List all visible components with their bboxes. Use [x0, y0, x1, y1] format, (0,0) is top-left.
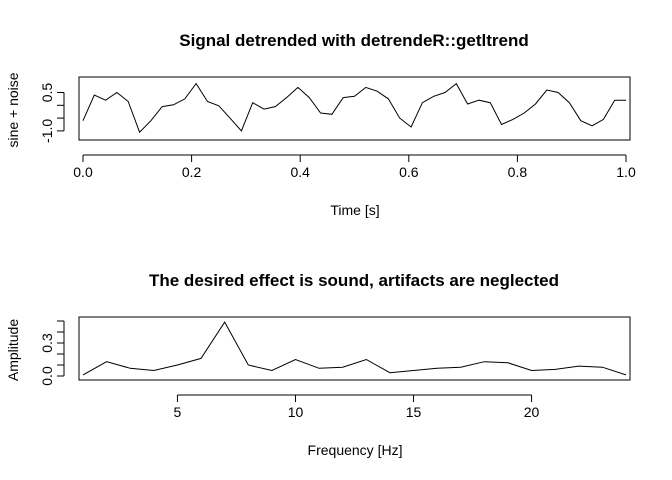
panel-2-y-axis: 0.0 0.3: [39, 320, 65, 386]
x-tick-label: 20: [524, 404, 540, 420]
panel-1-series: [82, 82, 626, 134]
panel-2-ylabel: Amplitude: [5, 319, 21, 381]
panel-1-xlabel: Time [s]: [330, 202, 379, 218]
panel-2-xlabel: Frequency [Hz]: [308, 442, 403, 458]
y-tick-label: 0.3: [39, 333, 55, 353]
x-tick-label: 0.0: [73, 164, 93, 180]
panel-2-title: The desired effect is sound, artifacts a…: [149, 271, 559, 290]
x-tick-label: 0.6: [399, 164, 419, 180]
series-line: [82, 82, 626, 134]
panel-1-title: Signal detrended with detrendeR::getltre…: [179, 31, 528, 50]
x-tick-label: 0.2: [182, 164, 202, 180]
x-tick-label: 1.0: [616, 164, 636, 180]
panel-2: The desired effect is sound, artifacts a…: [5, 271, 631, 458]
y-tick-label: 0.0: [39, 366, 55, 386]
x-tick-label: 0.8: [508, 164, 528, 180]
panel-2-series: [82, 321, 627, 376]
panel-1-x-axis: 0.0 0.2 0.4 0.6 0.8 1.0: [73, 154, 636, 180]
panel-2-x-axis: 5 10 15 20: [174, 394, 540, 420]
panel-1-ylabel: sine + noise: [5, 72, 21, 147]
x-tick-label: 5: [174, 404, 182, 420]
x-tick-label: 0.4: [290, 164, 310, 180]
x-tick-label: 10: [288, 404, 304, 420]
x-tick-label: 15: [406, 404, 422, 420]
panel-1-plot-box: [78, 76, 631, 141]
panel-1: Signal detrended with detrendeR::getltre…: [5, 31, 636, 218]
panel-1-y-axis: -1.0 0.5: [39, 83, 65, 143]
series-line: [82, 321, 627, 376]
y-tick-label: -1.0: [39, 119, 55, 143]
panel-2-plot-box: [78, 316, 631, 381]
y-tick-label: 0.5: [39, 83, 55, 103]
